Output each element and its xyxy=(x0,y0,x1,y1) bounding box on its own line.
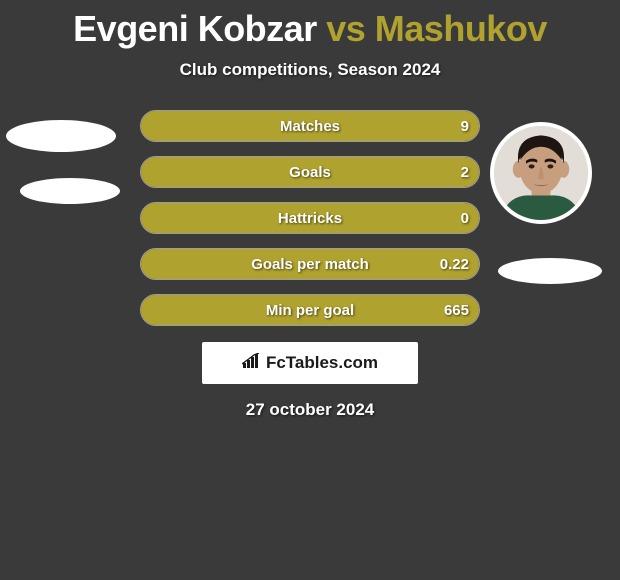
stat-bar: Hattricks0 xyxy=(140,202,480,234)
player1-placeholder-shape xyxy=(20,178,120,204)
stat-value-right: 0.22 xyxy=(440,249,469,281)
stat-label: Goals per match xyxy=(141,249,479,281)
stat-row: Min per goal665 xyxy=(0,294,620,326)
player2-avatar xyxy=(490,122,592,224)
brand-chart-icon xyxy=(242,353,262,374)
stat-value-right: 0 xyxy=(461,203,469,235)
stat-label: Matches xyxy=(141,111,479,143)
stat-value-right: 9 xyxy=(461,111,469,143)
stat-value-right: 665 xyxy=(444,295,469,327)
date-text: 27 october 2024 xyxy=(0,400,620,420)
player1-placeholder-shape xyxy=(6,120,116,152)
vs-text: vs xyxy=(326,8,365,49)
stat-bar: Matches9 xyxy=(140,110,480,142)
subtitle: Club competitions, Season 2024 xyxy=(0,60,620,80)
stat-value-right: 2 xyxy=(461,157,469,189)
brand-text: FcTables.com xyxy=(266,353,378,373)
brand-badge: FcTables.com xyxy=(202,342,418,384)
player2-name: Mashukov xyxy=(375,8,547,49)
player2-placeholder-shape xyxy=(498,258,602,284)
stat-bar: Min per goal665 xyxy=(140,294,480,326)
player1-name: Evgeni Kobzar xyxy=(73,8,317,49)
stat-label: Min per goal xyxy=(141,295,479,327)
stat-bar: Goals2 xyxy=(140,156,480,188)
avatar-svg xyxy=(494,126,588,220)
stat-label: Hattricks xyxy=(141,203,479,235)
page-title: Evgeni Kobzar vs Mashukov xyxy=(0,0,620,50)
stat-label: Goals xyxy=(141,157,479,189)
stat-bar: Goals per match0.22 xyxy=(140,248,480,280)
